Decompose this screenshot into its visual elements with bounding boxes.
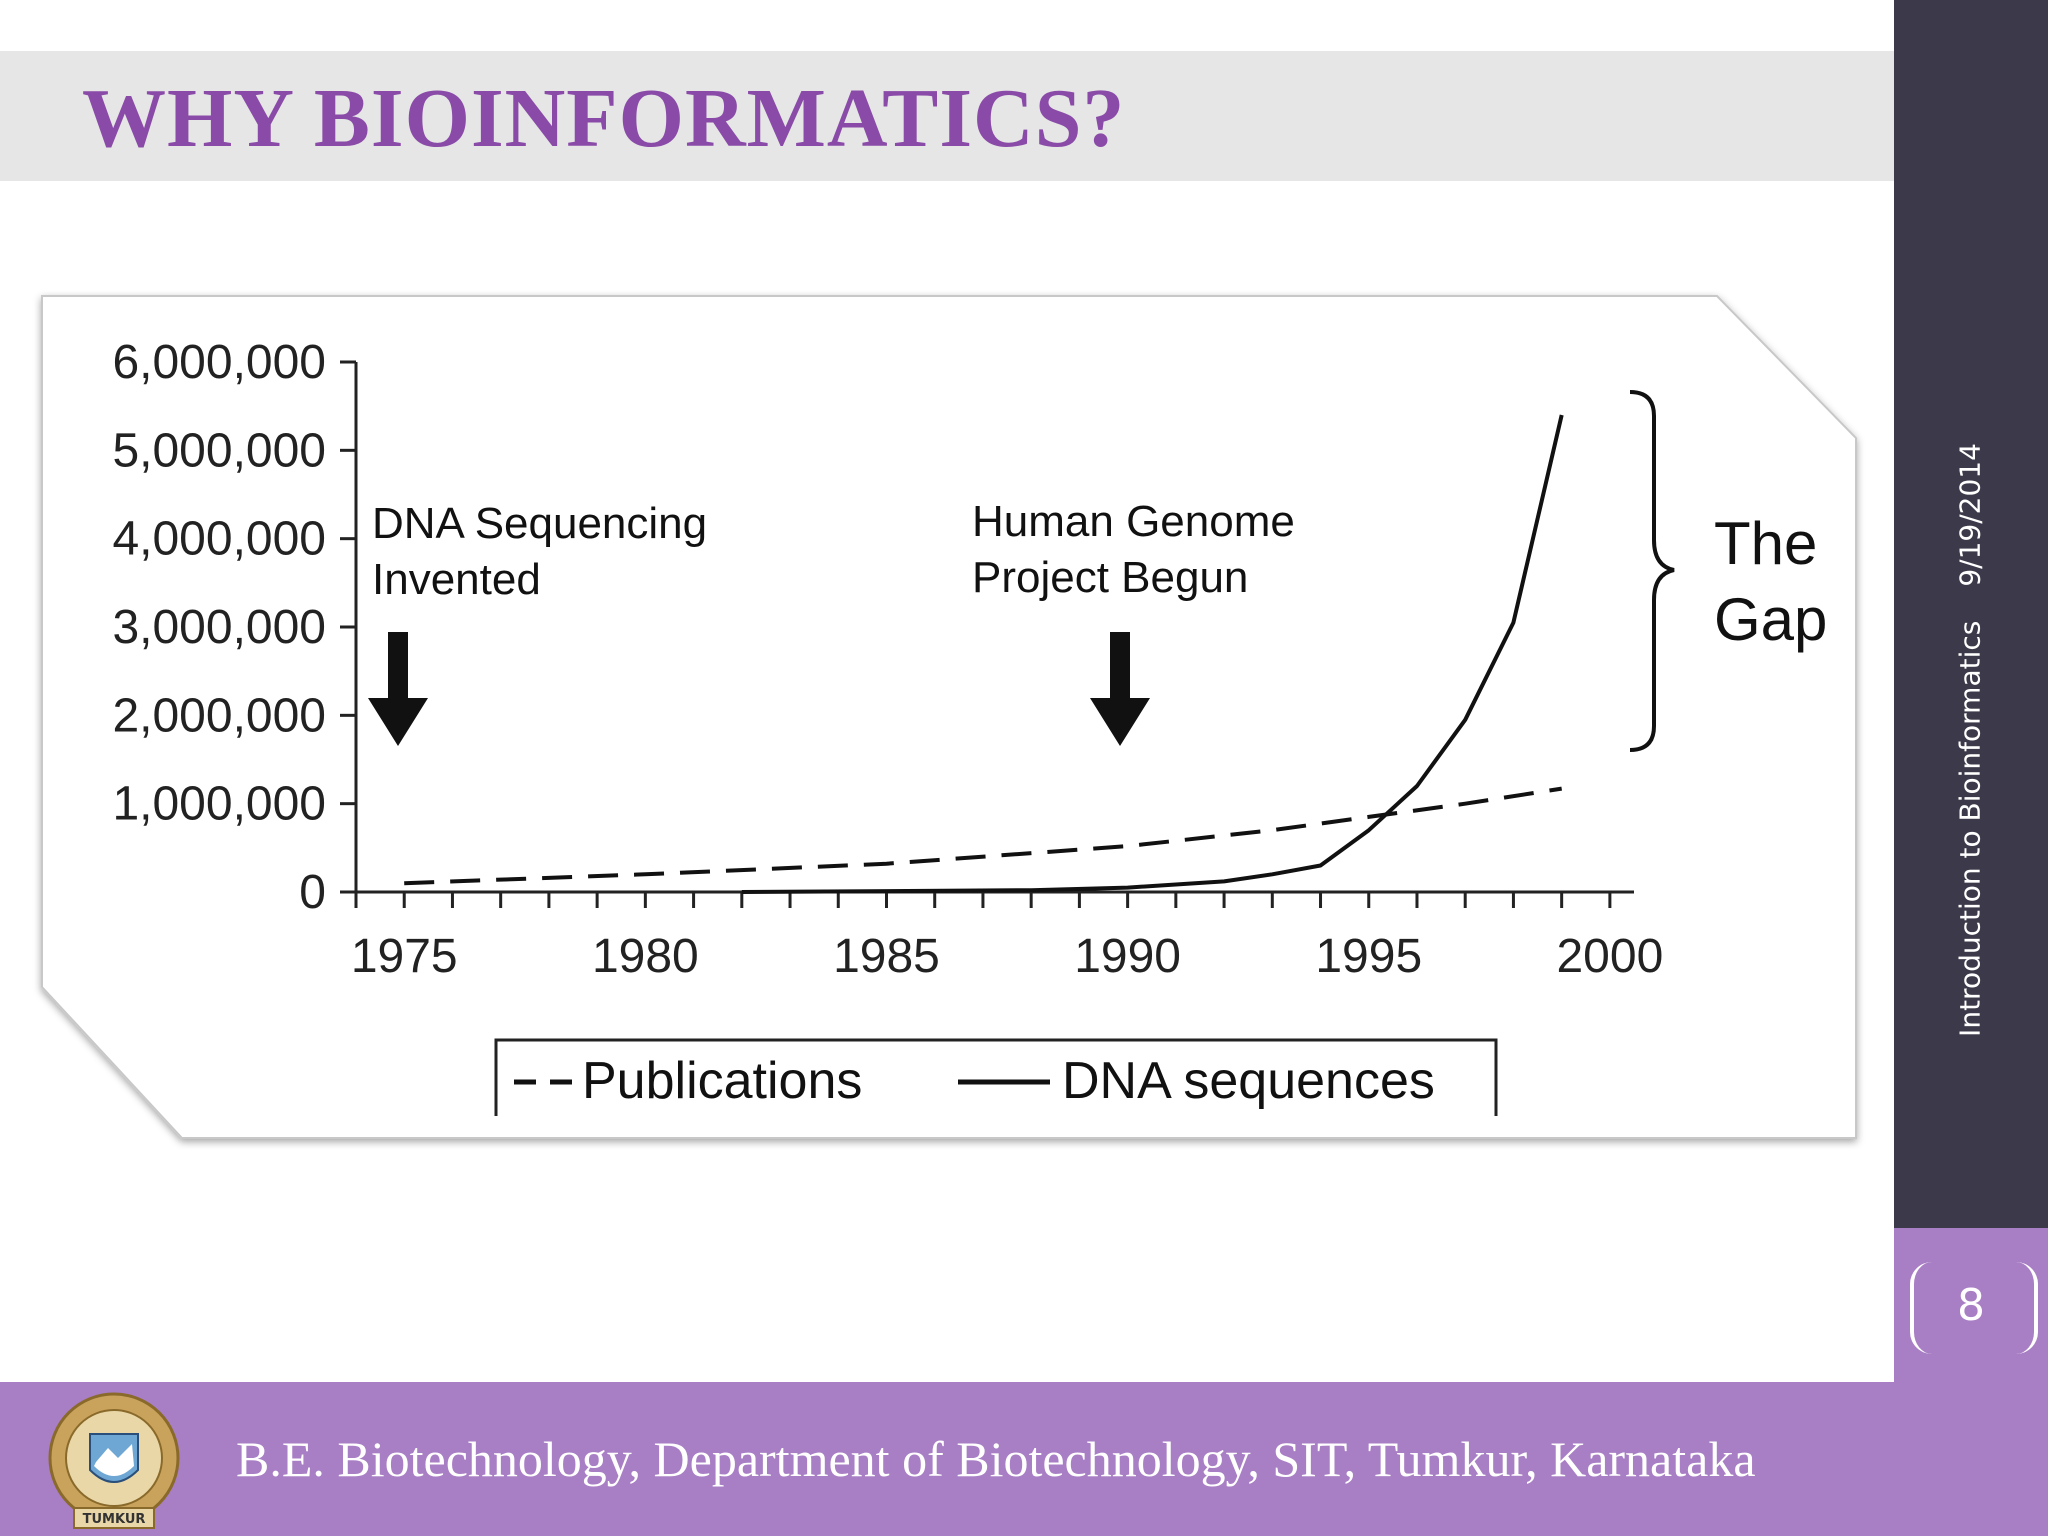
x-tick-label: 1975	[351, 930, 458, 983]
gap-label-line-1: The	[1714, 510, 1817, 577]
page-number: 8	[1957, 1280, 1985, 1331]
annotation-human-genome: Human Genome Project Begun	[972, 497, 1295, 746]
slide-title: WHY BIOINFORMATICS?	[82, 72, 1126, 165]
presentation-title: Introduction to Bioinformatics	[1953, 620, 1987, 1037]
footer-text: B.E. Biotechnology, Department of Biotec…	[236, 1431, 1756, 1487]
annotation-line-1: DNA Sequencing	[372, 499, 707, 548]
series-line-publications	[404, 786, 1563, 886]
chart: 6,000,000 5,000,000 4,000,000 3,000,000 2,00…	[41, 295, 1857, 1139]
slide-date: 9/19/2014	[1953, 443, 1987, 587]
legend-label-publications: Publications	[582, 1052, 862, 1110]
y-tick-label: 1,000,000	[112, 778, 326, 831]
legend: Publications DNA sequences	[494, 1038, 1498, 1116]
y-axis: 6,000,000 5,000,000 4,000,000 3,000,000 2,00…	[112, 336, 358, 919]
annotation-line-2: Project Begun	[972, 553, 1248, 602]
annotation-line-1: Human Genome	[972, 497, 1295, 546]
curly-brace-icon	[1629, 390, 1675, 752]
series-line-dna-sequences	[741, 414, 1564, 894]
x-tick-label: 1995	[1315, 930, 1422, 983]
chart-background	[41, 295, 1857, 1139]
x-tick-label: 2000	[1556, 930, 1663, 983]
y-tick-label: 5,000,000	[112, 424, 326, 477]
annotation-line-2: Invented	[372, 555, 541, 604]
institute-logo: TUMKUR	[48, 1392, 180, 1529]
logo-text: TUMKUR	[83, 1512, 146, 1527]
page-number-brackets	[1910, 1262, 2038, 1354]
page-number-box	[1894, 1228, 2048, 1382]
footer-band	[0, 1382, 2048, 1536]
down-arrow-icon	[368, 632, 428, 746]
x-axis: 1975 1980 1985 1990 1995 2000	[351, 890, 1663, 983]
y-tick-label: 6,000,000	[112, 336, 326, 389]
gap-label-line-2: Gap	[1714, 586, 1827, 653]
x-tick-label: 1980	[592, 930, 699, 983]
y-tick-label: 2,000,000	[112, 689, 326, 742]
x-tick-label: 1985	[833, 930, 940, 983]
annotation-dna-sequencing: DNA Sequencing Invented	[368, 499, 707, 746]
legend-box	[494, 1038, 1498, 1116]
gap-bracket: The Gap	[1629, 390, 1827, 752]
x-tick-label: 1990	[1074, 930, 1181, 983]
down-arrow-icon	[1090, 632, 1150, 746]
series-group	[404, 414, 1564, 894]
title-band	[0, 51, 1894, 181]
sidebar-vertical-text: Introduction to Bioinformatics 9/19/2014	[1954, 443, 1987, 1037]
y-tick-label: 3,000,000	[112, 601, 326, 654]
y-tick-label: 0	[299, 866, 326, 919]
y-tick-label: 4,000,000	[112, 513, 326, 566]
legend-label-dna-sequences: DNA sequences	[1062, 1052, 1435, 1110]
sidebar	[1894, 0, 2048, 1228]
